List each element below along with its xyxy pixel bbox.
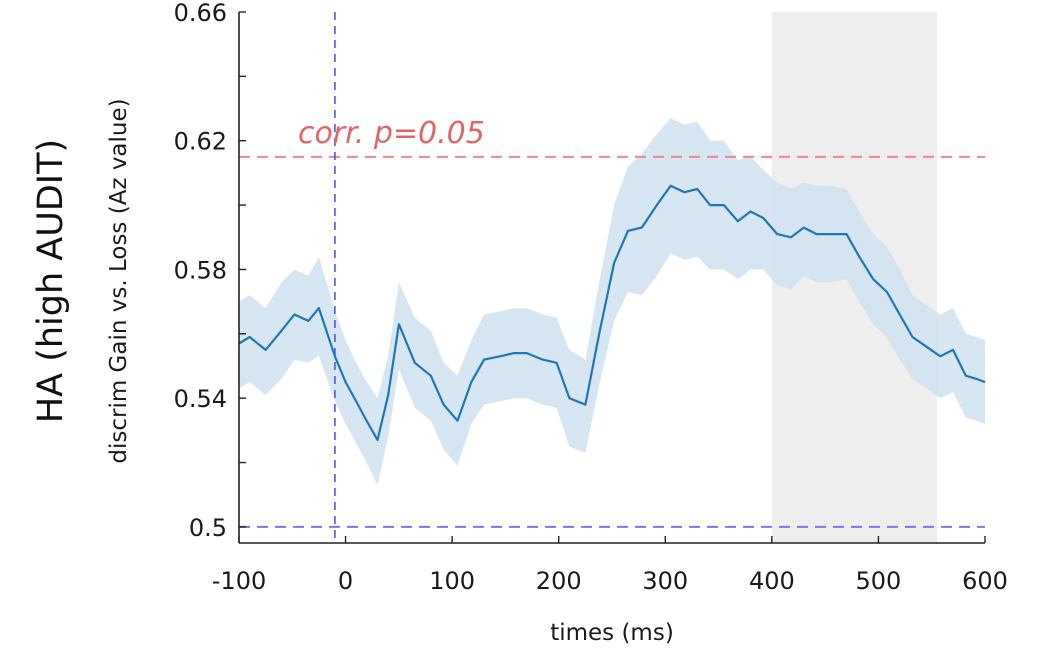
significance-label: corr. p=0.05 — [298, 116, 485, 151]
axes-layer — [238, 11, 986, 544]
x-tick-label: 0 — [338, 567, 353, 595]
x-tick-label: -100 — [212, 567, 266, 595]
y-tick-label: 0.58 — [174, 256, 227, 284]
y-tick-label: 0.5 — [189, 514, 227, 542]
x-tick-label: 200 — [536, 567, 582, 595]
annotations-layer: corr. p=0.05 — [298, 116, 485, 151]
confidence-band-layer — [239, 118, 985, 486]
y-tick-label: 0.66 — [174, 0, 227, 27]
tick-labels-layer: -100 0 100 200 300 400 500 600 0.5 0.54 0.58 0.62 0.… — [174, 0, 1008, 595]
x-axis-label: times (ms) — [550, 620, 674, 646]
x-tick-label: 100 — [429, 567, 475, 595]
y-axis-label: discrim Gain vs. Loss (Az value) — [106, 98, 132, 463]
mean-line — [238, 184, 986, 442]
reference-lines-layer — [239, 12, 985, 543]
y-tick-label: 0.62 — [174, 128, 227, 156]
x-tick-label: 600 — [962, 567, 1008, 595]
figure-side-title: HA (high AUDIT) — [31, 139, 71, 423]
x-tick-label: 300 — [642, 567, 688, 595]
y-tick-label: 0.54 — [174, 385, 227, 413]
x-tick-label: 400 — [749, 567, 795, 595]
x-tick-label: 500 — [856, 567, 902, 595]
series-line-layer — [238, 184, 986, 442]
confidence-band — [239, 118, 985, 486]
